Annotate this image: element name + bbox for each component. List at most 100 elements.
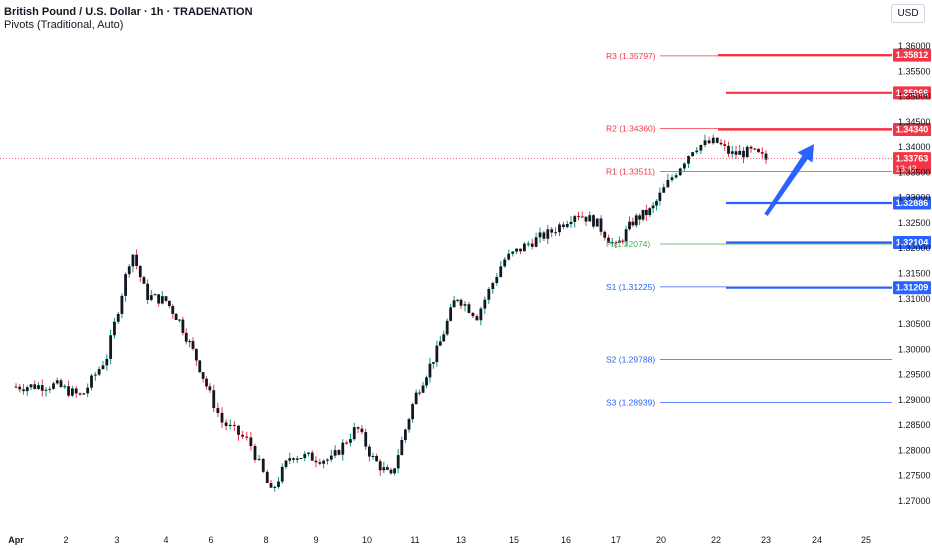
candle [322,460,326,464]
price-tag[interactable] [893,281,931,295]
candle [146,283,150,300]
candle [249,437,253,447]
candle [265,471,269,484]
candle [261,458,265,472]
candle [188,341,192,343]
candle [588,215,592,222]
candle [205,378,208,387]
candle [707,140,711,144]
candle [109,335,113,359]
candle [364,432,368,447]
candle [414,392,418,405]
price-tag[interactable] [893,123,931,137]
candle [614,242,618,244]
y-tick-label: 1.30500 [898,319,931,329]
y-tick-label: 1.32500 [898,218,931,228]
candle [495,276,499,283]
price-tag[interactable] [893,48,931,62]
candle [428,363,432,378]
candle [515,248,518,252]
candle [167,300,171,306]
candle [730,151,734,154]
up-arrow [764,144,814,217]
candle [456,299,459,301]
candle [491,282,495,290]
candle [530,243,534,247]
x-tick-label: 23 [761,535,771,545]
candle [55,380,59,384]
candle [634,215,638,226]
price-tag[interactable] [893,235,931,249]
price-axis[interactable]: 1.36000 1.35500 1.35000 1.34500 1.34000 1.335… [898,41,931,506]
candle [621,240,625,242]
candle [277,481,280,487]
candle [284,460,288,467]
current-price-tag[interactable] [893,152,931,175]
candle [558,224,561,233]
x-tick-label: 13 [456,535,466,545]
candle [345,442,348,444]
price-tag[interactable] [893,196,931,210]
candle [682,163,686,169]
pivot-label: S3 (1.28939) [606,397,655,407]
candle [483,299,487,309]
price-tag[interactable] [893,86,931,100]
candle [288,458,292,461]
candle [760,152,764,154]
candle [303,453,307,459]
candle [459,299,463,306]
candle [435,345,439,363]
x-tick-label: 17 [611,535,621,545]
candle [471,312,475,317]
candle [511,251,515,254]
candle [314,460,318,463]
current-price-label: 1.33763 [896,154,929,164]
pivot-label: S2 (1.29788) [606,355,655,365]
x-tick-label: 11 [410,535,419,545]
candles [0,134,892,492]
y-tick-label: 1.33000 [898,193,931,203]
currency-button[interactable]: USD [891,4,925,23]
candle [48,388,52,390]
candle [337,450,341,455]
candle [670,177,674,180]
x-tick-label: 8 [263,535,268,545]
candle [194,348,198,361]
candle [624,229,628,242]
candle [52,383,55,389]
candle [292,458,295,460]
x-tick-label: Apr [8,535,24,545]
candle [554,232,557,234]
y-tick-label: 1.31000 [898,294,931,304]
candle [407,419,411,430]
candle [307,452,310,454]
candle [565,223,569,228]
candle [178,319,181,321]
candle [101,365,105,370]
candle [295,458,299,460]
indicator-label[interactable]: Pivots (Traditional, Auto) [4,19,124,31]
y-tick-label: 1.31500 [898,269,931,279]
candle [442,334,446,342]
candle [678,168,682,176]
pivot-label: R1 (1.33511) [606,166,655,176]
x-tick-label: 3 [114,535,119,545]
candle [171,305,175,314]
candle [711,137,715,144]
candle [90,375,93,388]
candle [299,458,303,460]
candle [97,369,101,375]
candle [666,179,670,188]
candle [617,240,621,243]
candle [757,148,760,153]
candle [418,392,421,394]
candle [519,248,522,252]
candle [70,388,74,396]
candle [742,150,745,158]
chart-legend: British Pound / U.S. Dollar · 1h · TRADE… [4,6,253,32]
candle [174,313,178,320]
time-axis[interactable]: Apr 2 3 4 6 8 9 10 11 13 15 16 17 20 22 23 24 25 [8,535,871,545]
candle [421,385,425,393]
candle [228,424,232,427]
